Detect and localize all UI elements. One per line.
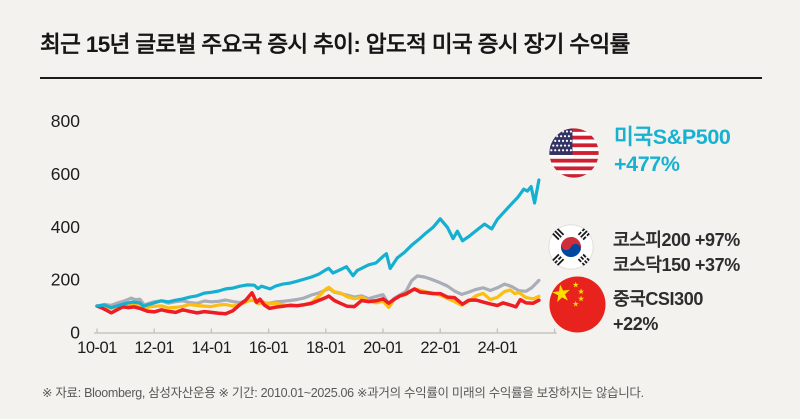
svg-text:18-01: 18-01 xyxy=(306,339,346,357)
legend-sp500-return: +477% xyxy=(614,152,680,176)
svg-text:22-01: 22-01 xyxy=(420,339,460,357)
svg-text:0: 0 xyxy=(70,323,80,343)
svg-text:10-01: 10-01 xyxy=(77,339,117,357)
cn-flag-icon xyxy=(549,276,606,333)
svg-text:12-01: 12-01 xyxy=(134,339,174,357)
source-footnote: ※ 자료: Bloomberg, 삼성자산운용 ※ 기간: 2010.01~20… xyxy=(42,386,644,400)
svg-text:14-01: 14-01 xyxy=(192,339,232,357)
svg-text:20-01: 20-01 xyxy=(363,339,403,357)
svg-text:16-01: 16-01 xyxy=(249,339,289,357)
svg-text:200: 200 xyxy=(51,270,80,290)
legend-sp500: 미국S&P500 +477% xyxy=(614,124,731,178)
chart-axis: 0 200 400 600 800 10-01 12-01 14-01 16-01 18-01 20… xyxy=(51,111,557,357)
legend-csi300-return: +22% xyxy=(613,314,658,334)
svg-text:600: 600 xyxy=(51,164,80,184)
legend-csi300: 중국CSI300 +22% xyxy=(613,287,703,337)
legend-csi300-name: 중국CSI300 xyxy=(613,289,703,309)
svg-text:800: 800 xyxy=(51,111,80,131)
series-line-미국S&P500 xyxy=(95,178,541,310)
series-line-중국CSI300 xyxy=(95,287,541,316)
us-flag-icon xyxy=(549,128,599,178)
page-title: 최근 15년 글로벌 주요국 증시 추이: 압도적 미국 증시 장기 수익률 xyxy=(40,32,630,57)
legend-sp500-name: 미국S&P500 xyxy=(614,125,731,149)
svg-text:24-01: 24-01 xyxy=(478,339,518,357)
svg-text:400: 400 xyxy=(51,217,80,237)
legend-kosdaq150: 코스닥150 +37% xyxy=(613,255,740,275)
title-divider xyxy=(40,77,762,79)
legend-korea: 코스피200 +97% 코스닥150 +37% xyxy=(613,228,740,278)
legend-kospi200: 코스피200 +97% xyxy=(613,230,740,250)
kr-flag-icon xyxy=(548,224,594,270)
